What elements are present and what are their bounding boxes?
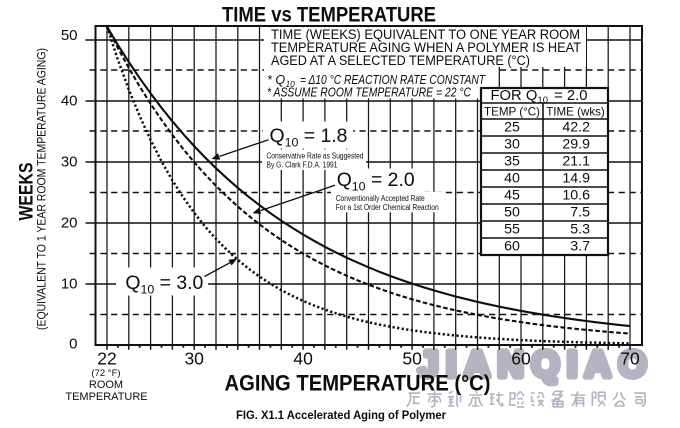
svg-text:TIME (wks): TIME (wks) xyxy=(546,106,605,119)
svg-text:TEMP (°C): TEMP (°C) xyxy=(484,106,540,119)
svg-text:FIG. X1.1 Accelerated Aging of: FIG. X1.1 Accelerated Aging of Polymer xyxy=(236,408,446,422)
svg-text:TEMPERATURE: TEMPERATURE xyxy=(65,391,147,403)
svg-text:20: 20 xyxy=(61,215,78,232)
svg-text:29.9: 29.9 xyxy=(562,137,590,153)
svg-text:42.2: 42.2 xyxy=(562,120,590,136)
svg-text:0: 0 xyxy=(69,336,77,353)
svg-text:40: 40 xyxy=(61,93,78,110)
svg-text:21.1: 21.1 xyxy=(562,154,590,170)
svg-text:Q10 = 1.8: Q10 = 1.8 xyxy=(270,125,348,150)
svg-text:40: 40 xyxy=(504,171,520,187)
svg-text:45: 45 xyxy=(504,188,520,204)
svg-text:3.7: 3.7 xyxy=(570,239,590,255)
svg-text:* ASSUME ROOM TEMPERATURE = 22: * ASSUME ROOM TEMPERATURE = 22 °C xyxy=(267,85,472,99)
svg-text:AGING TEMPERATURE (°C): AGING TEMPERATURE (°C) xyxy=(225,370,491,395)
svg-text:10: 10 xyxy=(61,276,78,293)
svg-text:55: 55 xyxy=(504,222,520,238)
svg-text:FOR Q10 = 2.0: FOR Q10 = 2.0 xyxy=(491,88,588,106)
svg-text:TIME (WEEKS) EQUIVALENT TO ONE: TIME (WEEKS) EQUIVALENT TO ONE YEAR ROOM xyxy=(271,27,580,42)
svg-text:* Q: * Q xyxy=(267,73,285,87)
svg-text:(EQUIVALENT TO 1 YEAR ROOM TEM: (EQUIVALENT TO 1 YEAR ROOM TEMPERATURE A… xyxy=(35,48,49,330)
svg-text:JIANQIAO: JIANQIAO xyxy=(419,344,649,385)
svg-text:30: 30 xyxy=(184,349,204,369)
svg-text:For a 1st Order Chemical React: For a 1st Order Chemical Reaction xyxy=(336,203,439,212)
svg-text:50: 50 xyxy=(402,349,422,369)
svg-text:10: 10 xyxy=(286,79,296,89)
svg-text:5.3: 5.3 xyxy=(570,222,590,238)
svg-text:35: 35 xyxy=(504,154,520,170)
svg-text:= Δ10 °C REACTION RATE CONSTAN: = Δ10 °C REACTION RATE CONSTANT xyxy=(300,73,486,87)
svg-text:40: 40 xyxy=(293,349,313,369)
svg-text:25: 25 xyxy=(504,120,520,136)
svg-text:By G. Clark F.D.A. 1991: By G. Clark F.D.A. 1991 xyxy=(267,161,338,170)
svg-text:ROOM: ROOM xyxy=(89,379,123,391)
svg-text:60: 60 xyxy=(504,239,520,255)
svg-text:7.5: 7.5 xyxy=(570,205,590,221)
svg-text:Conventionally Accepted Rate: Conventionally Accepted Rate xyxy=(336,194,425,203)
svg-text:30: 30 xyxy=(61,154,78,171)
svg-text:60: 60 xyxy=(511,349,531,369)
svg-text:Conservative Rate as Suggested: Conservative Rate as Suggested xyxy=(267,152,364,161)
svg-text:TEMPERATURE AGING WHEN A POLYM: TEMPERATURE AGING WHEN A POLYMER IS HEAT xyxy=(271,40,581,55)
svg-text:50: 50 xyxy=(61,27,78,44)
svg-text:30: 30 xyxy=(504,137,520,153)
svg-text:Q10 = 2.0: Q10 = 2.0 xyxy=(337,169,415,194)
svg-text:WEEKS: WEEKS xyxy=(16,163,38,221)
svg-text:22: 22 xyxy=(97,349,116,369)
svg-text:TIME vs TEMPERATURE: TIME vs TEMPERATURE xyxy=(222,3,436,27)
svg-text:Q10 = 3.0: Q10 = 3.0 xyxy=(125,272,203,297)
svg-text:10.6: 10.6 xyxy=(562,188,590,204)
svg-text:50: 50 xyxy=(504,205,520,221)
svg-text:(72 °F): (72 °F) xyxy=(91,368,120,379)
svg-text:14.9: 14.9 xyxy=(562,171,590,187)
svg-text:70: 70 xyxy=(620,349,640,369)
svg-text:AGED AT A SELECTED TEMPERATURE: AGED AT A SELECTED TEMPERATURE (°C) xyxy=(271,53,530,68)
